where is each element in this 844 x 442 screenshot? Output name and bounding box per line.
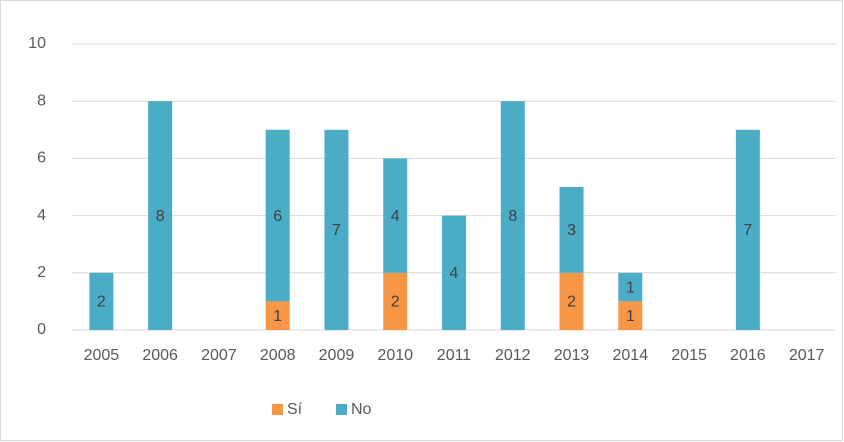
y-tick-label: 4 — [37, 207, 46, 224]
data-label: 7 — [743, 222, 752, 239]
bar-segment — [442, 215, 466, 330]
bar-segment — [383, 158, 408, 273]
data-label: 1 — [273, 308, 282, 325]
data-label: 4 — [450, 265, 459, 282]
data-label: 1 — [626, 279, 635, 296]
legend-swatch — [336, 404, 347, 415]
data-label: 7 — [332, 222, 341, 239]
data-label: 2 — [567, 294, 576, 311]
bar-segment — [383, 272, 408, 330]
y-tick-label: 10 — [28, 35, 46, 52]
x-tick-label: 2011 — [437, 347, 472, 364]
legend-swatch — [272, 404, 283, 415]
y-tick-label: 0 — [37, 321, 46, 338]
x-tick-label: 2014 — [613, 347, 649, 364]
data-label: 2 — [391, 294, 400, 311]
y-tick-label: 6 — [37, 150, 46, 167]
x-tick-label: 2008 — [260, 347, 296, 364]
bar-segment — [618, 301, 643, 330]
legend-label: Sí — [287, 401, 303, 418]
legend-label: No — [351, 401, 372, 418]
data-label: 4 — [391, 208, 400, 225]
x-tick-label: 2010 — [377, 347, 413, 364]
x-tick-label: 2005 — [84, 347, 120, 364]
x-tick-label: 2013 — [554, 347, 590, 364]
x-tick-label: 2012 — [495, 347, 531, 364]
bar-segment — [559, 187, 584, 273]
x-tick-label: 2015 — [671, 347, 707, 364]
bar-segment — [735, 129, 760, 330]
data-label: 8 — [156, 208, 165, 225]
x-tick-label: 2017 — [789, 347, 825, 364]
data-label: 1 — [626, 308, 635, 325]
bar-segment — [265, 301, 290, 330]
bar-segment — [559, 272, 584, 330]
x-tick-label: 2009 — [319, 347, 355, 364]
bar-segment — [89, 272, 114, 330]
bar-segment — [500, 101, 525, 330]
data-label: 3 — [567, 222, 576, 239]
data-label: 8 — [508, 208, 517, 225]
bar-segment — [265, 129, 290, 302]
data-label: 6 — [273, 208, 282, 225]
x-tick-label: 2006 — [142, 347, 178, 364]
data-label: 2 — [97, 294, 106, 311]
bar-segment — [148, 101, 173, 330]
y-tick-label: 2 — [37, 264, 46, 281]
bar-segment — [324, 129, 349, 330]
x-tick-label: 2007 — [201, 347, 237, 364]
x-tick-label: 2016 — [730, 347, 766, 364]
bar-segment — [618, 272, 643, 302]
y-tick-label: 8 — [37, 92, 46, 109]
